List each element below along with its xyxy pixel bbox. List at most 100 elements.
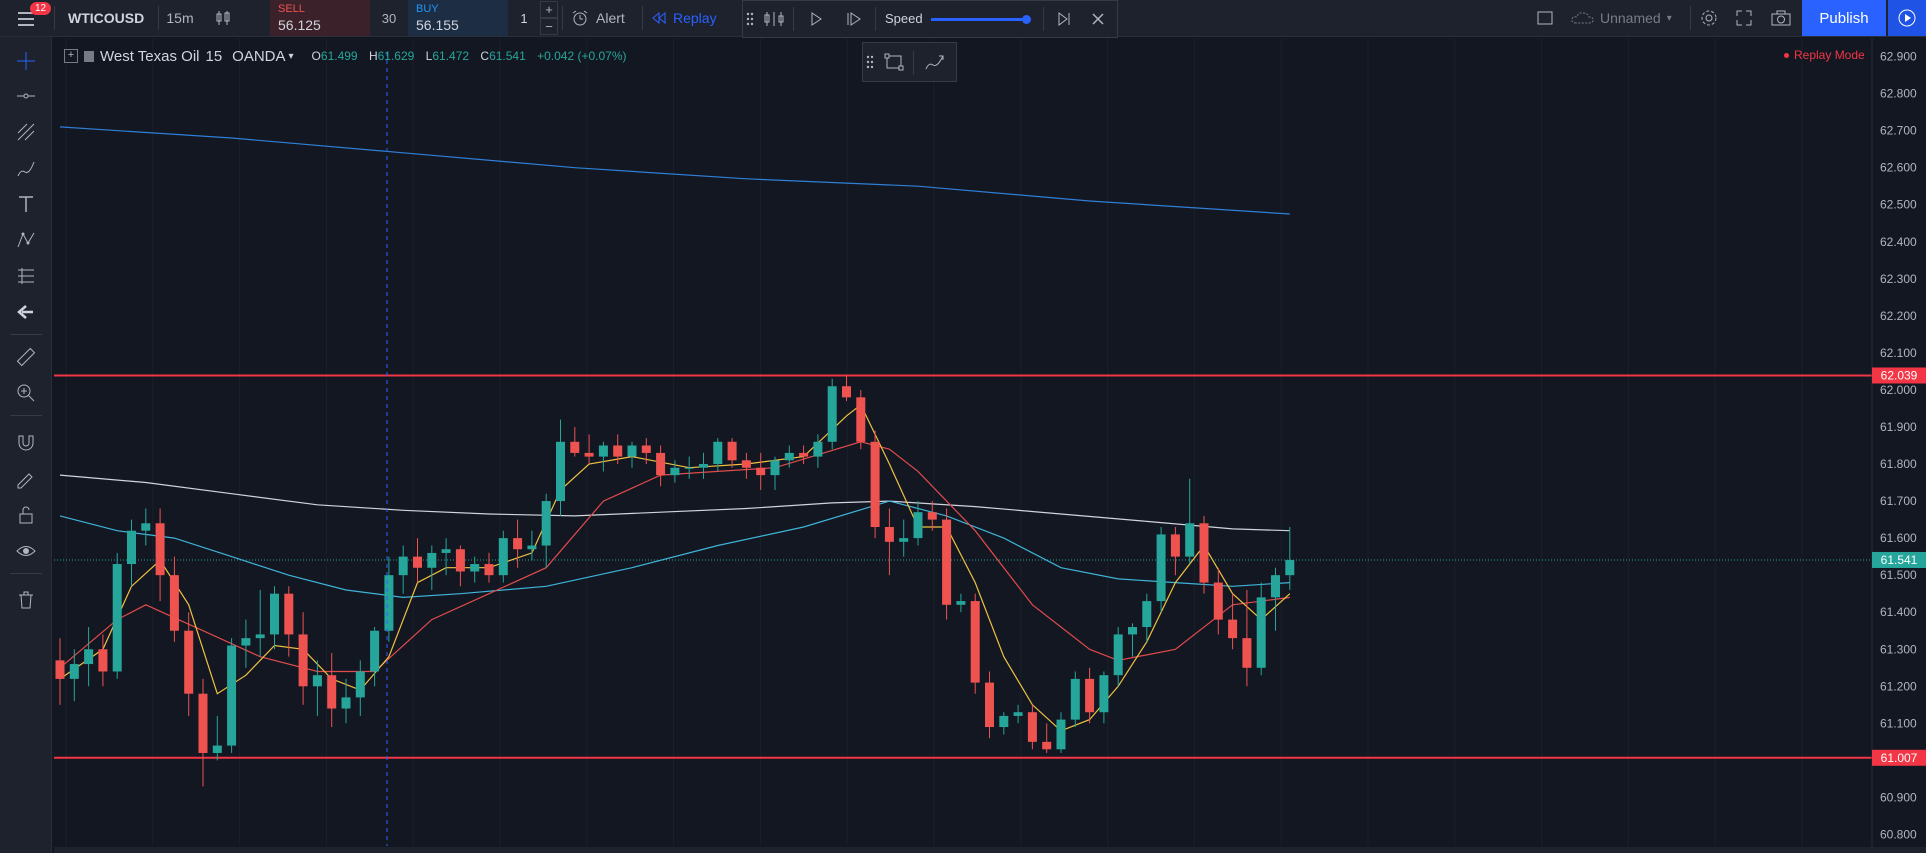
prediction-tool[interactable] bbox=[12, 262, 40, 290]
close-replay-button[interactable] bbox=[1083, 7, 1113, 31]
jump-to-realtime-button[interactable] bbox=[1049, 7, 1079, 31]
crosshair-icon bbox=[17, 52, 35, 70]
menu-icon bbox=[18, 12, 34, 26]
speed-slider-thumb[interactable] bbox=[1022, 15, 1031, 24]
candle-body bbox=[613, 445, 623, 457]
candle-body bbox=[527, 545, 537, 550]
candle-body bbox=[713, 441, 723, 465]
select-bar-button[interactable] bbox=[759, 7, 789, 31]
rewind-icon bbox=[652, 11, 666, 25]
candle-body bbox=[684, 467, 694, 469]
stay-drawing-tool[interactable] bbox=[12, 465, 40, 493]
price-tick-label: 61.500 bbox=[1880, 568, 1917, 582]
sell-button[interactable]: SELL 56.125 bbox=[270, 0, 370, 36]
alert-clock-icon bbox=[572, 10, 588, 26]
candle-body bbox=[985, 682, 994, 728]
fullscreen-button[interactable] bbox=[1728, 0, 1760, 36]
candle-body bbox=[327, 675, 337, 709]
remove-drawings-tool[interactable] bbox=[12, 586, 40, 614]
candle-body bbox=[556, 441, 565, 502]
play-circle-icon bbox=[1898, 9, 1916, 27]
candle-body bbox=[942, 519, 952, 605]
lock-drawings-tool[interactable] bbox=[12, 501, 40, 529]
price-tick-label: 61.600 bbox=[1880, 531, 1917, 545]
price-chart[interactable]: 62.900 62.800 62.700 62.600 62.500 62.400 62.3… bbox=[54, 38, 1926, 853]
text-icon bbox=[19, 196, 33, 212]
candle-body bbox=[1056, 719, 1066, 750]
fib-tool[interactable] bbox=[12, 118, 40, 146]
drag-handle[interactable] bbox=[745, 9, 755, 29]
price-tick-label: 60.800 bbox=[1880, 827, 1917, 841]
candle-body bbox=[870, 441, 880, 527]
candle-body bbox=[284, 593, 294, 635]
candle-body bbox=[312, 675, 322, 687]
rectangle-tool-button[interactable] bbox=[879, 48, 909, 76]
symbol-name[interactable]: West Texas Oil bbox=[100, 47, 200, 65]
candle-body bbox=[355, 671, 365, 698]
crosshair-tool[interactable] bbox=[12, 47, 40, 75]
snapshot-button[interactable] bbox=[1764, 0, 1798, 36]
live-stream-button[interactable] bbox=[1888, 0, 1926, 36]
text-tool[interactable] bbox=[12, 190, 40, 218]
candle-body bbox=[1242, 638, 1252, 668]
fullscreen-icon bbox=[1736, 10, 1752, 26]
sell-label: SELL bbox=[278, 3, 305, 15]
step-forward-button[interactable] bbox=[839, 7, 869, 31]
replay-button[interactable]: Replay bbox=[650, 0, 740, 36]
price-tick-label: 61.400 bbox=[1880, 605, 1917, 619]
brush-tool[interactable] bbox=[12, 154, 40, 182]
buy-button[interactable]: BUY 56.155 bbox=[408, 0, 508, 36]
layout-toggle-button[interactable] bbox=[1528, 0, 1562, 36]
candle-body bbox=[627, 445, 637, 457]
close-value: 61.541 bbox=[489, 49, 526, 63]
replay-toolbar: Speed bbox=[742, 0, 1118, 38]
measure-tool[interactable] bbox=[12, 343, 40, 371]
back-button[interactable] bbox=[12, 298, 40, 326]
settings-button[interactable] bbox=[1692, 0, 1726, 36]
candle-body bbox=[155, 523, 165, 576]
candle-body bbox=[1213, 582, 1223, 620]
play-button[interactable] bbox=[801, 7, 831, 31]
flag-icon bbox=[84, 50, 94, 62]
hide-drawings-tool[interactable] bbox=[12, 537, 40, 565]
price-tick-label: 62.800 bbox=[1880, 87, 1917, 101]
quantity-increase-button[interactable]: + bbox=[540, 1, 558, 18]
drag-handle[interactable] bbox=[865, 52, 875, 72]
candle-body bbox=[641, 445, 651, 453]
symbol-search[interactable]: WTICOUSD bbox=[68, 10, 145, 26]
magnet-tool[interactable] bbox=[12, 429, 40, 457]
separator bbox=[1043, 7, 1044, 31]
menu-button[interactable]: 12 bbox=[0, 0, 52, 36]
bar-select-icon bbox=[764, 12, 784, 26]
quantity-input[interactable]: 1 bbox=[520, 10, 528, 26]
pattern-icon bbox=[17, 232, 35, 248]
candle-body bbox=[1113, 634, 1123, 676]
speed-slider[interactable] bbox=[931, 15, 1031, 24]
separator bbox=[10, 415, 42, 416]
time-axis[interactable] bbox=[54, 847, 1926, 853]
speed-label: Speed bbox=[885, 11, 923, 26]
candle-body bbox=[1027, 712, 1037, 742]
candle-body bbox=[241, 638, 251, 646]
separator bbox=[1690, 6, 1691, 30]
brush-tool-button[interactable] bbox=[919, 48, 951, 76]
interval-selector[interactable]: 15m bbox=[166, 10, 194, 26]
quantity-decrease-button[interactable]: − bbox=[540, 18, 558, 35]
trend-line-tool[interactable] bbox=[12, 82, 40, 110]
candle-body bbox=[1185, 523, 1195, 557]
spread-value: 30 bbox=[381, 10, 397, 26]
zoom-in-icon bbox=[17, 384, 35, 402]
alert-button[interactable]: Alert bbox=[570, 0, 640, 36]
ohlc-values: O61.499 H61.629 L61.472 C61.541 +0.042 (… bbox=[312, 49, 627, 63]
layout-name-button[interactable]: Unnamed ▾ bbox=[1570, 0, 1688, 36]
separator bbox=[642, 6, 643, 30]
symbol-broker[interactable]: OANDA bbox=[232, 47, 286, 65]
pattern-tool[interactable] bbox=[12, 226, 40, 254]
long-position-icon bbox=[18, 268, 34, 284]
zoom-tool[interactable] bbox=[12, 379, 40, 407]
price-axis[interactable]: 62.900 62.800 62.700 62.600 62.500 62.400 62.3… bbox=[1871, 38, 1926, 853]
dot-icon bbox=[1784, 52, 1789, 58]
publish-button[interactable]: Publish bbox=[1802, 0, 1886, 36]
collapse-legend-button[interactable]: + bbox=[64, 49, 78, 63]
chart-type-button[interactable] bbox=[208, 0, 238, 36]
